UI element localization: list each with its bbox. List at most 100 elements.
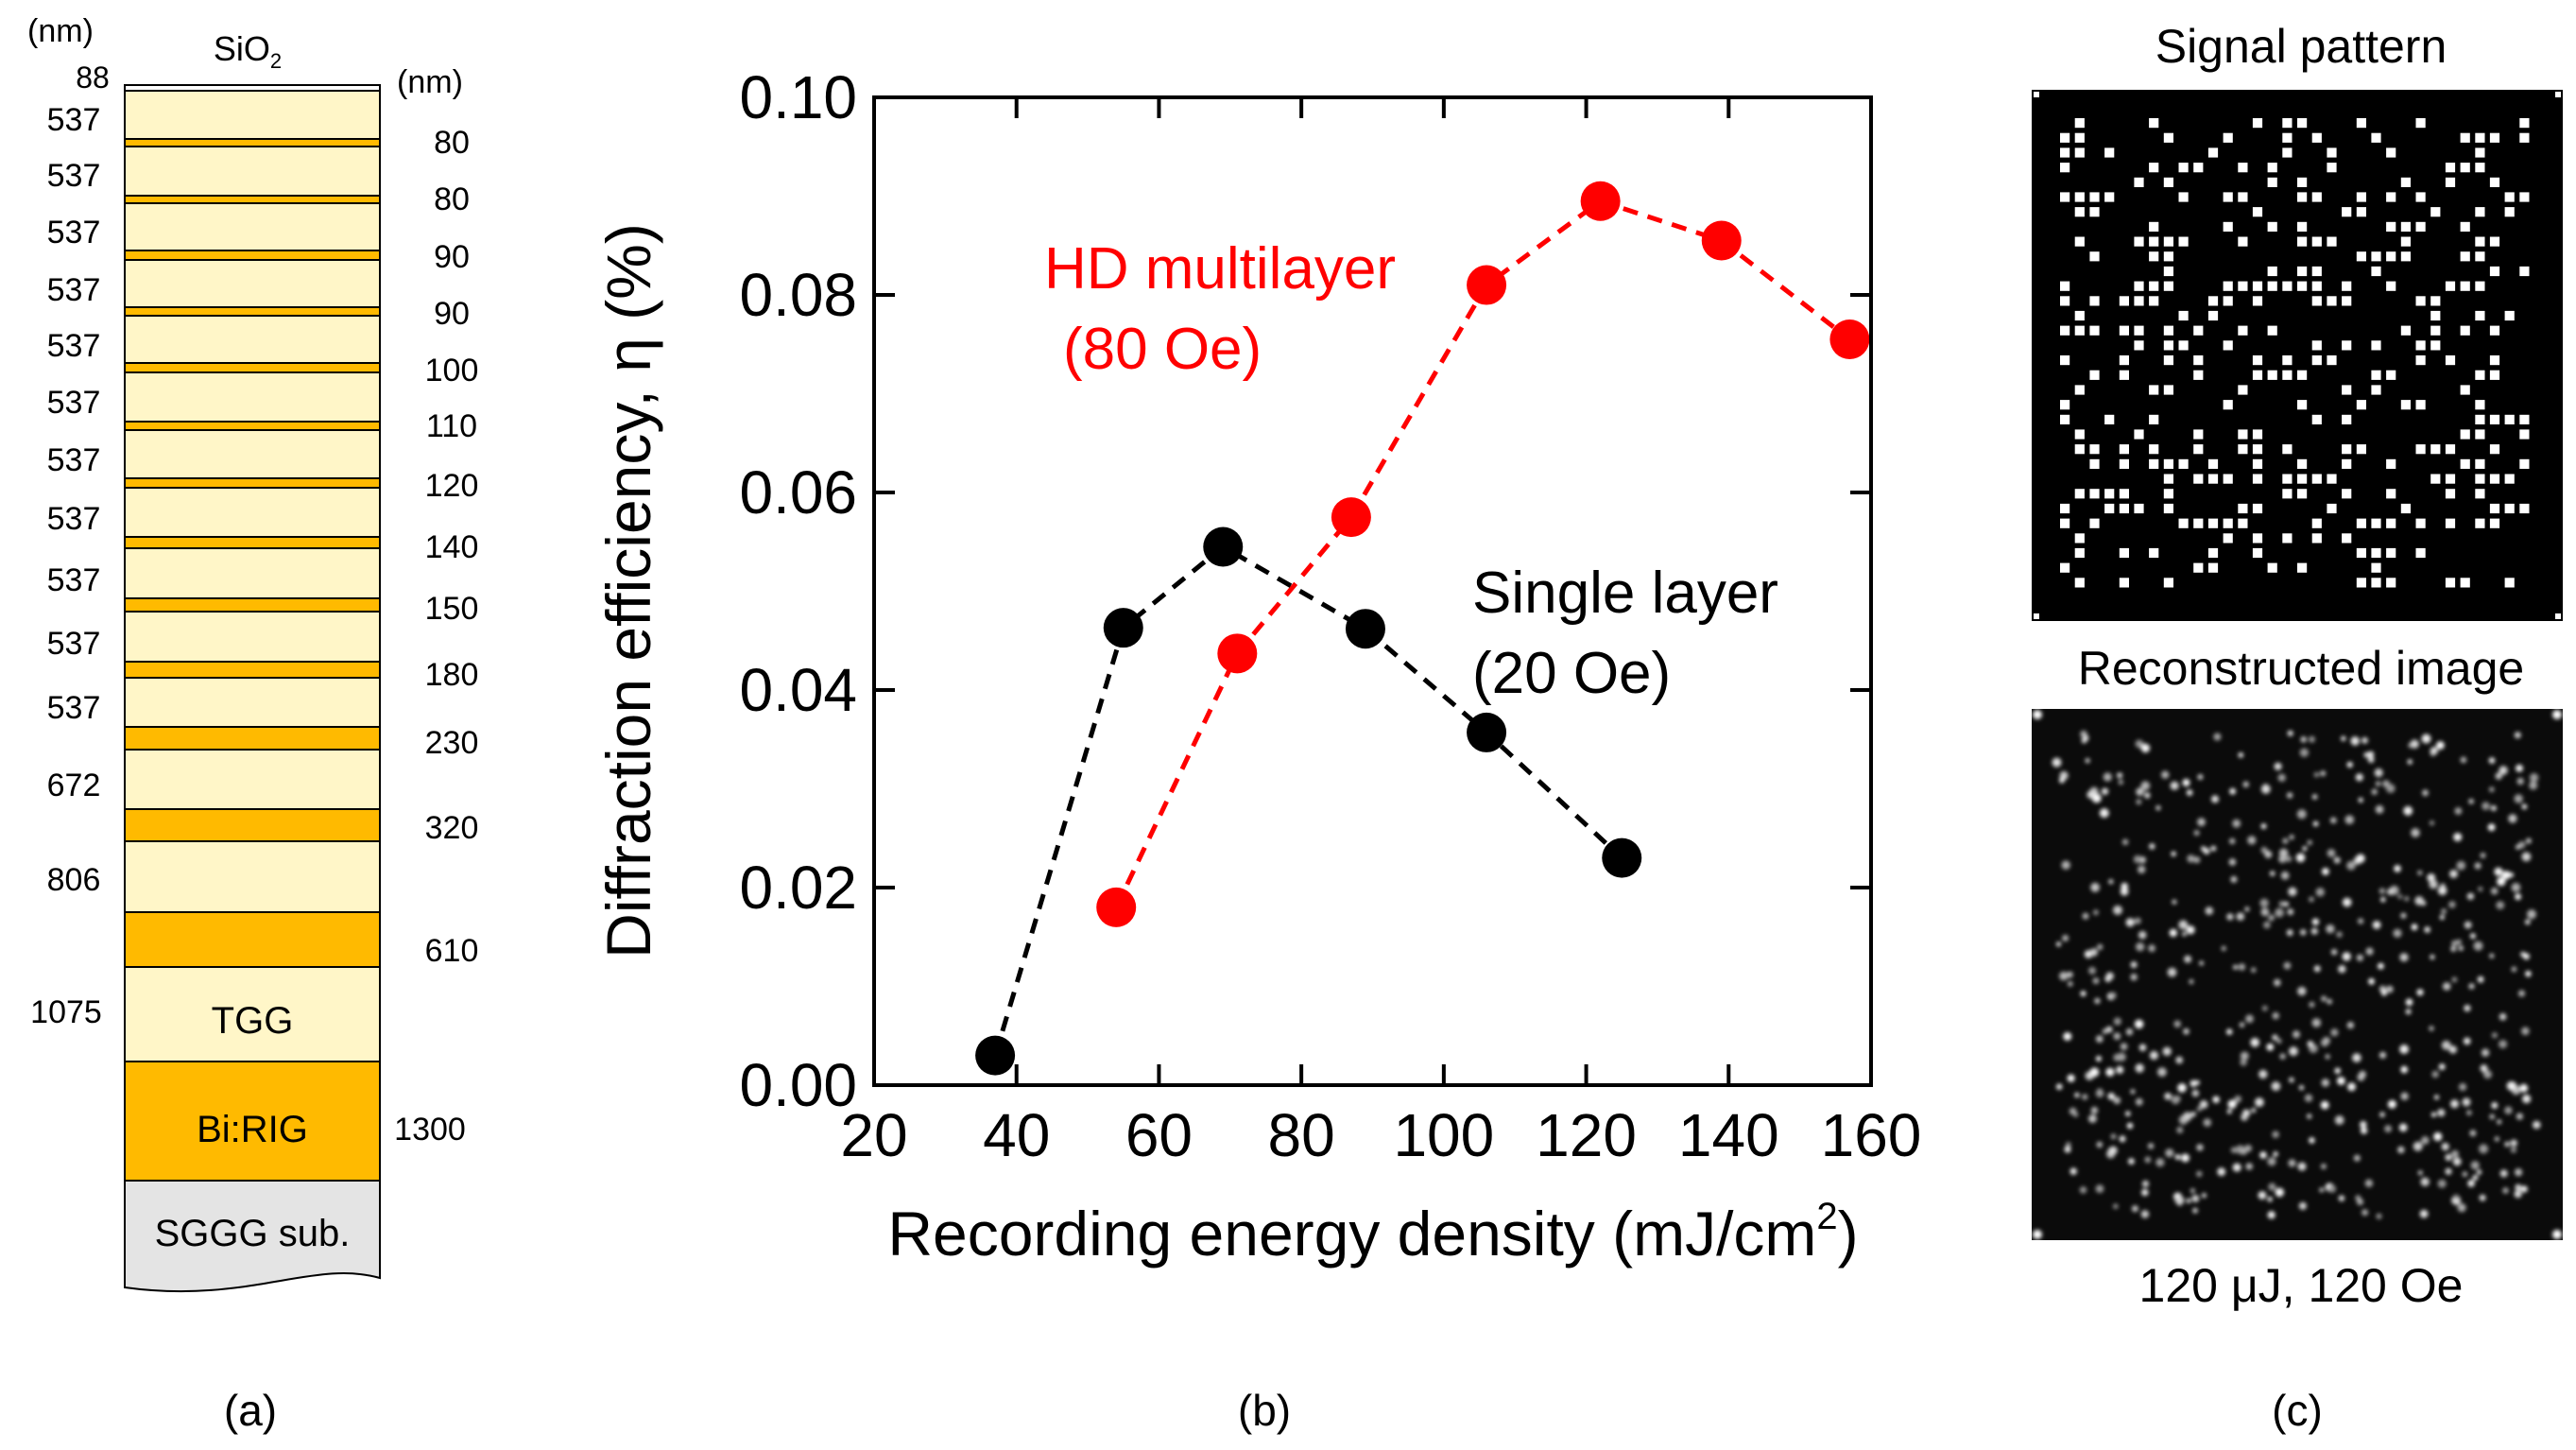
reconstructed-dot [2413, 1141, 2423, 1151]
tgg-thickness-label: 537 [47, 328, 101, 364]
reconstructed-dot [2288, 887, 2297, 896]
signal-pixel [2074, 547, 2085, 559]
signal-pixel [2475, 236, 2485, 247]
reconstructed-dot [2451, 1149, 2459, 1158]
reconstructed-dot [2346, 1021, 2355, 1029]
reconstructed-dot [2267, 1211, 2275, 1219]
signal-pixel [2504, 207, 2515, 217]
signal-pixel [2282, 132, 2293, 143]
reconstructed-dot [2356, 954, 2364, 961]
signal-pixel [2060, 132, 2070, 143]
signal-pixel [2104, 147, 2115, 158]
reconstructed-dot [2149, 1050, 2158, 1061]
reconstructed-dot [2274, 978, 2281, 987]
reconstructed-dot [2479, 1194, 2486, 1201]
signal-pixel [2445, 281, 2456, 291]
reconstructed-dot [2226, 1109, 2232, 1114]
reconstructed-dot [2448, 901, 2456, 908]
reconstructed-dot [2203, 1118, 2212, 1127]
reconstructed-dot [2437, 1109, 2446, 1117]
signal-pixel [2119, 547, 2129, 559]
reconstructed-dot [2441, 1143, 2449, 1151]
signal-pixel [2356, 251, 2366, 262]
reconstructed-dot [2302, 846, 2308, 852]
tgg-thickness-label: 537 [47, 690, 101, 726]
reconstructed-dot [2172, 899, 2177, 905]
bi-rig-layer [124, 362, 381, 373]
reconstructed-dot [2399, 1044, 2410, 1054]
signal-pixel [2386, 370, 2396, 380]
sio2-label-subscript: 2 [270, 49, 282, 73]
data-point [1829, 319, 1870, 360]
signal-pixel [2163, 355, 2173, 366]
reconstructed-dot [2526, 837, 2532, 844]
signal-pixel [2342, 296, 2352, 306]
reconstructed-dot [2433, 1095, 2440, 1100]
reconstructed-dot [2125, 1111, 2131, 1116]
series-label-single-line1: Single layer [1472, 561, 1778, 626]
reconstructed-dot [2101, 787, 2109, 795]
signal-pixel [2400, 251, 2411, 262]
reconstructed-dot [2161, 770, 2170, 779]
tgg-thickness-label: 537 [47, 158, 101, 194]
reconstructed-dot [2064, 1146, 2071, 1153]
reconstructed-dot [2182, 931, 2187, 937]
reconstructed-dot [2459, 1082, 2467, 1092]
signal-pixel [2356, 400, 2366, 410]
reconstructed-dot [2130, 974, 2138, 981]
reconstructed-dot [2497, 876, 2506, 887]
reconstructed-dot [2347, 1082, 2356, 1092]
reconstructed-dot [2095, 1089, 2104, 1097]
reconstructed-dot [2464, 1005, 2471, 1012]
signal-pixel [2223, 132, 2233, 143]
signal-pixel [2252, 503, 2263, 514]
reconstructed-dot [2466, 1110, 2472, 1115]
reconstructed-dot [2429, 879, 2438, 889]
reconstructed-dot [2408, 742, 2413, 749]
reconstructed-dot [2313, 965, 2321, 973]
signal-pixel [2207, 296, 2219, 306]
reconstructed-dot [2419, 1209, 2429, 1218]
signal-pixel [2371, 251, 2381, 262]
signal-pixel [2475, 489, 2485, 499]
signal-pixel [2311, 296, 2322, 306]
reconstructed-dot [2311, 794, 2318, 800]
reconstructed-dot [2227, 1099, 2237, 1109]
reconstructed-dot [2445, 1153, 2452, 1162]
reconstructed-dot [2055, 1083, 2063, 1090]
layer-stack-diagram: (nm) SiO2 (nm) 88 5378053780537905379053… [27, 13, 478, 1435]
signal-pixel [2342, 444, 2352, 455]
signal-pixel [2134, 296, 2144, 306]
reconstructed-dot [2514, 794, 2523, 803]
rig-thickness-label: 100 [425, 353, 479, 388]
reconstructed-dot [2307, 1113, 2312, 1119]
signal-pixel [2060, 192, 2070, 202]
reconstructed-dot [2285, 855, 2293, 862]
signal-pixel [2297, 458, 2308, 469]
reconstructed-dot [2429, 1026, 2434, 1031]
reconstructed-dot [2278, 901, 2285, 907]
reconstructed-dot [2515, 1168, 2523, 1177]
reconstructed-dot [2286, 792, 2293, 799]
signal-pixel [2489, 474, 2500, 484]
reconstructed-dot [2363, 751, 2370, 758]
signal-pixel [2207, 147, 2219, 158]
substrate-layer [124, 1180, 381, 1293]
reconstructed-dot [2422, 789, 2429, 797]
reconstructed-dot [2095, 1035, 2104, 1043]
reconstructed-dot [2380, 897, 2386, 903]
data-point [1467, 265, 1507, 305]
rig-thickness-label: 610 [425, 933, 479, 969]
signal-pixel [2238, 503, 2248, 514]
signal-pixel [2074, 236, 2085, 247]
signal-pixel [2489, 177, 2500, 187]
reconstructed-dot [2095, 1056, 2102, 1062]
reconstructed-dot [2310, 927, 2318, 935]
x-tick-label: 100 [1393, 1101, 1494, 1169]
reconstructed-dot [2494, 867, 2503, 876]
reconstructed-dot [2183, 1027, 2190, 1035]
signal-pixel [2297, 118, 2308, 129]
signal-pixel [2475, 429, 2485, 440]
signal-pixel [2149, 385, 2159, 395]
signal-pixel [2252, 355, 2263, 366]
